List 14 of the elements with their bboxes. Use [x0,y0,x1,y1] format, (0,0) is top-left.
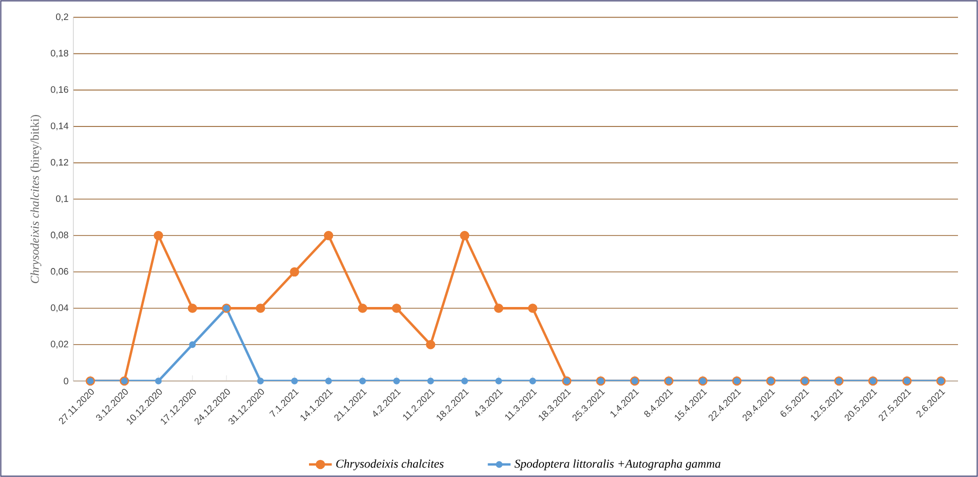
y-tick-label: 0,04 [50,304,68,312]
y-tick-label: 0,2 [56,13,68,22]
y-tick-label: 0,18 [50,50,68,58]
y-tick-label: 0,02 [50,340,68,348]
y-tick-label: 0,08 [50,232,68,240]
y-tick-label: 0,16 [50,86,68,94]
y-tick-label: 0,14 [50,122,68,130]
y-tick-label: 0,06 [50,268,68,276]
y-tick-label: 0,12 [50,158,68,167]
legend-label: Spodoptera littoralis +Autographa gamma [514,459,720,470]
y-tick-label: 0 [64,378,68,384]
y-axis-title: Chrysodeixis chalcites (birey/bitki) [30,115,42,284]
legend-label: Chrysodeixis chalcites [336,459,444,470]
y-tick-label: 0,1 [56,195,68,204]
